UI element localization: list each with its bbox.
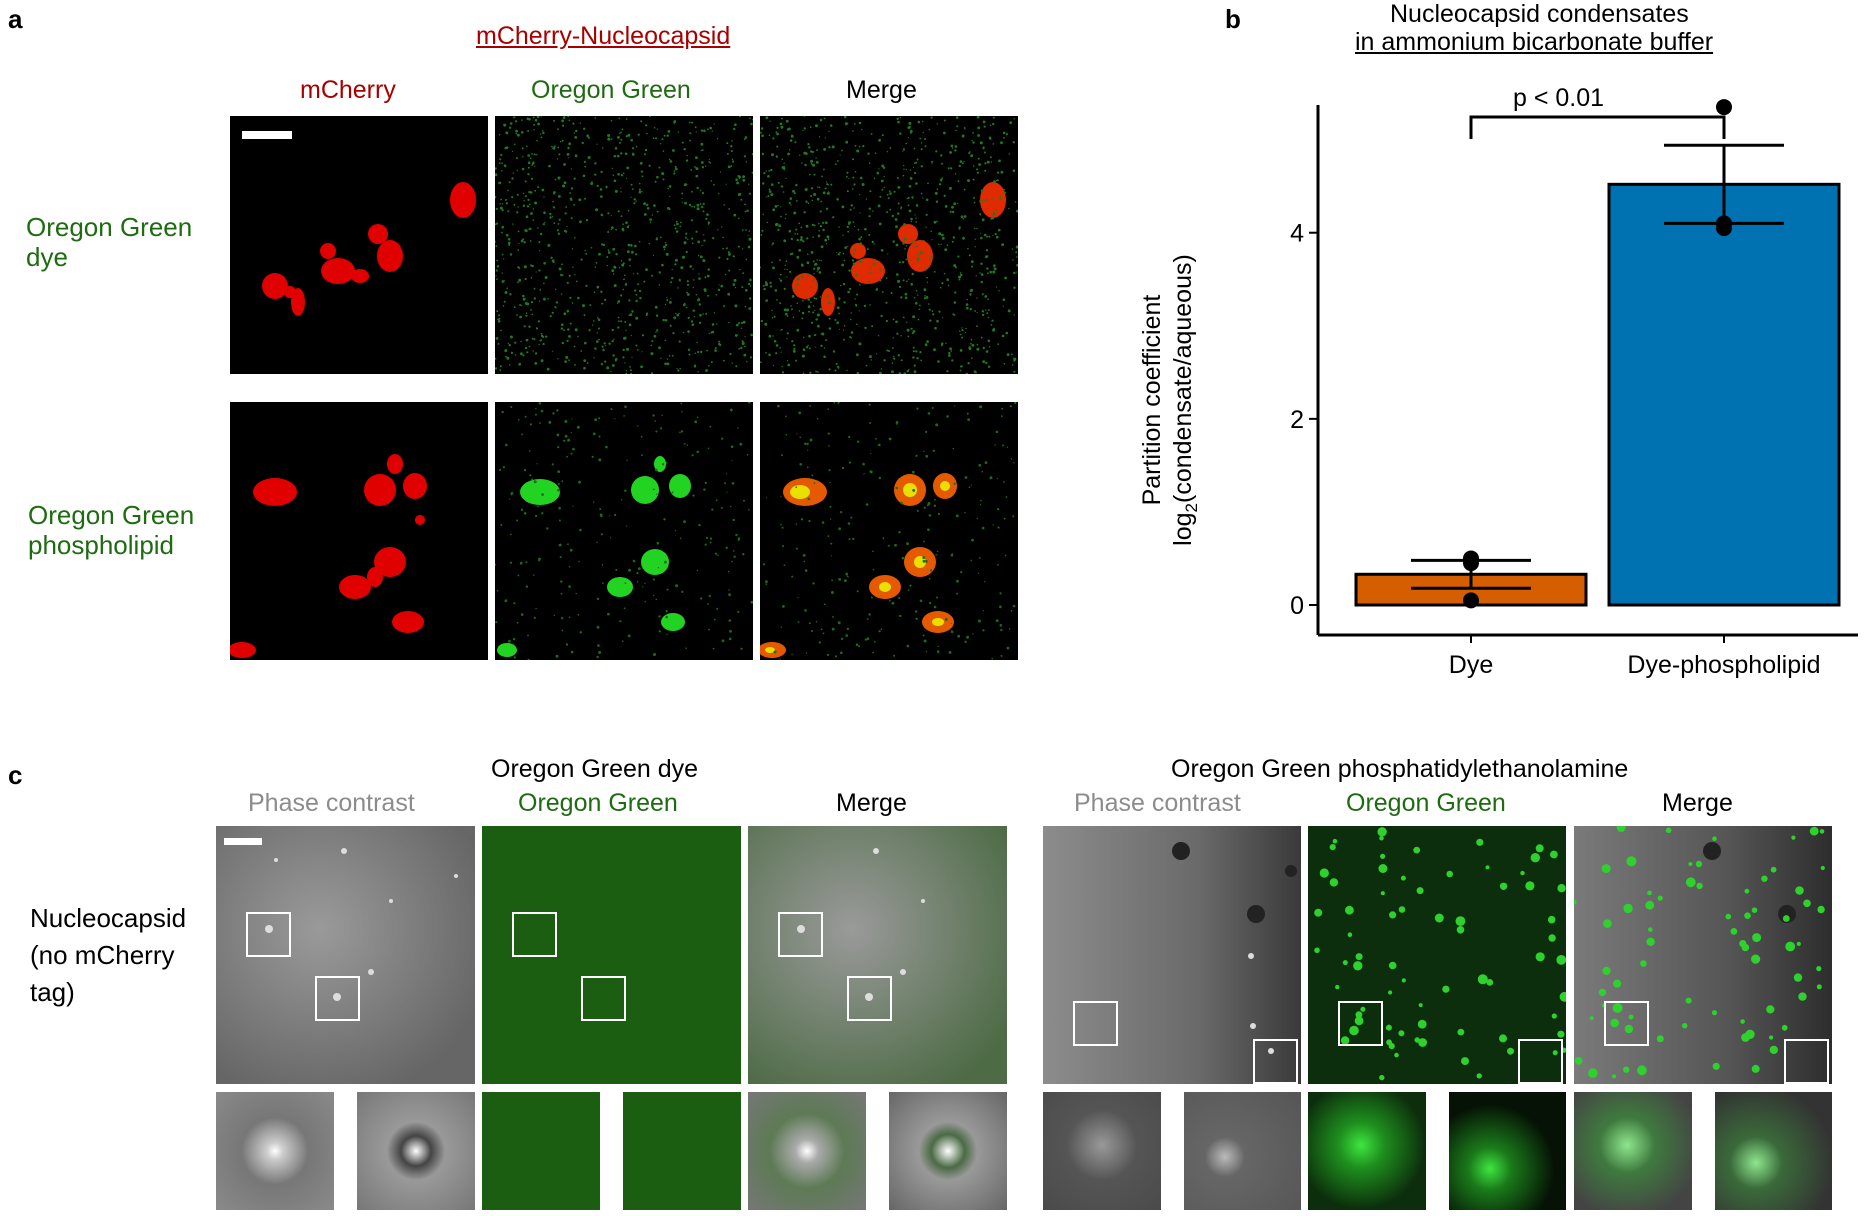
micrograph-mcherry-phospholipid <box>230 402 488 660</box>
g1-col-merge: Merge <box>836 789 907 817</box>
inset-green-pe-2 <box>1449 1092 1566 1210</box>
inset-box <box>512 912 557 957</box>
inset-box <box>1784 1039 1829 1084</box>
micrograph-green-phospholipid <box>495 402 753 660</box>
inset-box <box>1604 1001 1649 1046</box>
inset-phase-dye-2 <box>357 1092 475 1210</box>
inset-phase-pe-2 <box>1184 1092 1301 1210</box>
g2-col-merge: Merge <box>1662 789 1733 817</box>
inset-merge-dye-2 <box>889 1092 1007 1210</box>
micrograph-merge-phospholipid <box>760 402 1018 660</box>
micrograph-merge-dye-c <box>748 826 1007 1084</box>
inset-box <box>847 976 892 1021</box>
inset-box <box>778 912 823 957</box>
inset-box <box>1073 1001 1118 1046</box>
significance-bracket <box>1469 115 1726 139</box>
chart-title-line1: Nucleocapsid condensates <box>1390 0 1689 28</box>
scale-bar <box>224 838 262 845</box>
inset-merge-pe-2 <box>1715 1092 1832 1210</box>
inset-box <box>1338 1001 1383 1046</box>
g1-col-phase: Phase contrast <box>248 789 415 817</box>
col-label-mcherry: mCherry <box>300 76 396 104</box>
micrograph-phase-pe <box>1043 826 1301 1084</box>
col-label-merge: Merge <box>846 76 917 104</box>
inset-merge-pe-1 <box>1574 1092 1692 1210</box>
micrograph-phase-dye <box>216 826 475 1084</box>
y-tick-label: 0 <box>1290 592 1304 620</box>
group2-title: Oregon Green phosphatidylethanolamine <box>1171 755 1629 783</box>
panel-c-letter: c <box>8 760 23 790</box>
micrograph-merge-pe <box>1574 826 1832 1084</box>
inset-box <box>315 976 360 1021</box>
data-point <box>1716 215 1732 232</box>
inset-green-dye-1 <box>482 1092 600 1210</box>
x-tick-label: Dye-phospholipid <box>1627 651 1820 679</box>
panel-a-letter: a <box>8 4 23 34</box>
data-point <box>1463 550 1479 567</box>
data-point <box>1463 592 1479 609</box>
inset-box <box>246 912 291 957</box>
micrograph-mcherry-dye <box>230 116 488 374</box>
chart-title-line2: in ammonium bicarbonate buffer <box>1355 28 1714 56</box>
data-point <box>1716 99 1732 116</box>
group1-title: Oregon Green dye <box>491 755 699 783</box>
panel-b-letter: b <box>1225 4 1241 34</box>
y-tick-label: 4 <box>1290 220 1304 248</box>
micrograph-green-pe <box>1308 826 1566 1084</box>
panel-a-title: mCherry-Nucleocapsid <box>476 22 731 50</box>
inset-box <box>581 976 626 1021</box>
inset-green-pe-1 <box>1308 1092 1426 1210</box>
bar-dye-phospholipid <box>1607 182 1841 607</box>
micrograph-green-dye <box>495 116 753 374</box>
y-tick-label: 2 <box>1290 406 1304 434</box>
g2-col-phase: Phase contrast <box>1074 789 1241 817</box>
micrograph-green-dye-c <box>482 826 741 1084</box>
inset-merge-dye-1 <box>748 1092 866 1210</box>
x-tick-label: Dye <box>1449 651 1493 679</box>
row-label-phospholipid: Oregon Green phospholipid <box>28 500 195 560</box>
bar-chart: 0 2 4 Dye Dye-phospholipid <box>1290 99 1858 679</box>
g1-col-green: Oregon Green <box>518 789 678 817</box>
col-label-oregon-green: Oregon Green <box>531 76 691 104</box>
inset-box <box>1253 1039 1298 1084</box>
row-label-dye: Oregon Green dye <box>26 212 193 272</box>
inset-box <box>1518 1039 1563 1084</box>
inset-green-dye-2 <box>623 1092 741 1210</box>
row-label-nucleocapsid: Nucleocapsid (no mCherry tag) <box>30 903 187 1007</box>
significance-label: p < 0.01 <box>1513 84 1605 112</box>
inset-phase-dye-1 <box>216 1092 334 1210</box>
inset-phase-pe-1 <box>1043 1092 1161 1210</box>
micrograph-merge-dye <box>760 116 1018 374</box>
g2-col-green: Oregon Green <box>1346 789 1506 817</box>
scale-bar <box>242 131 292 139</box>
